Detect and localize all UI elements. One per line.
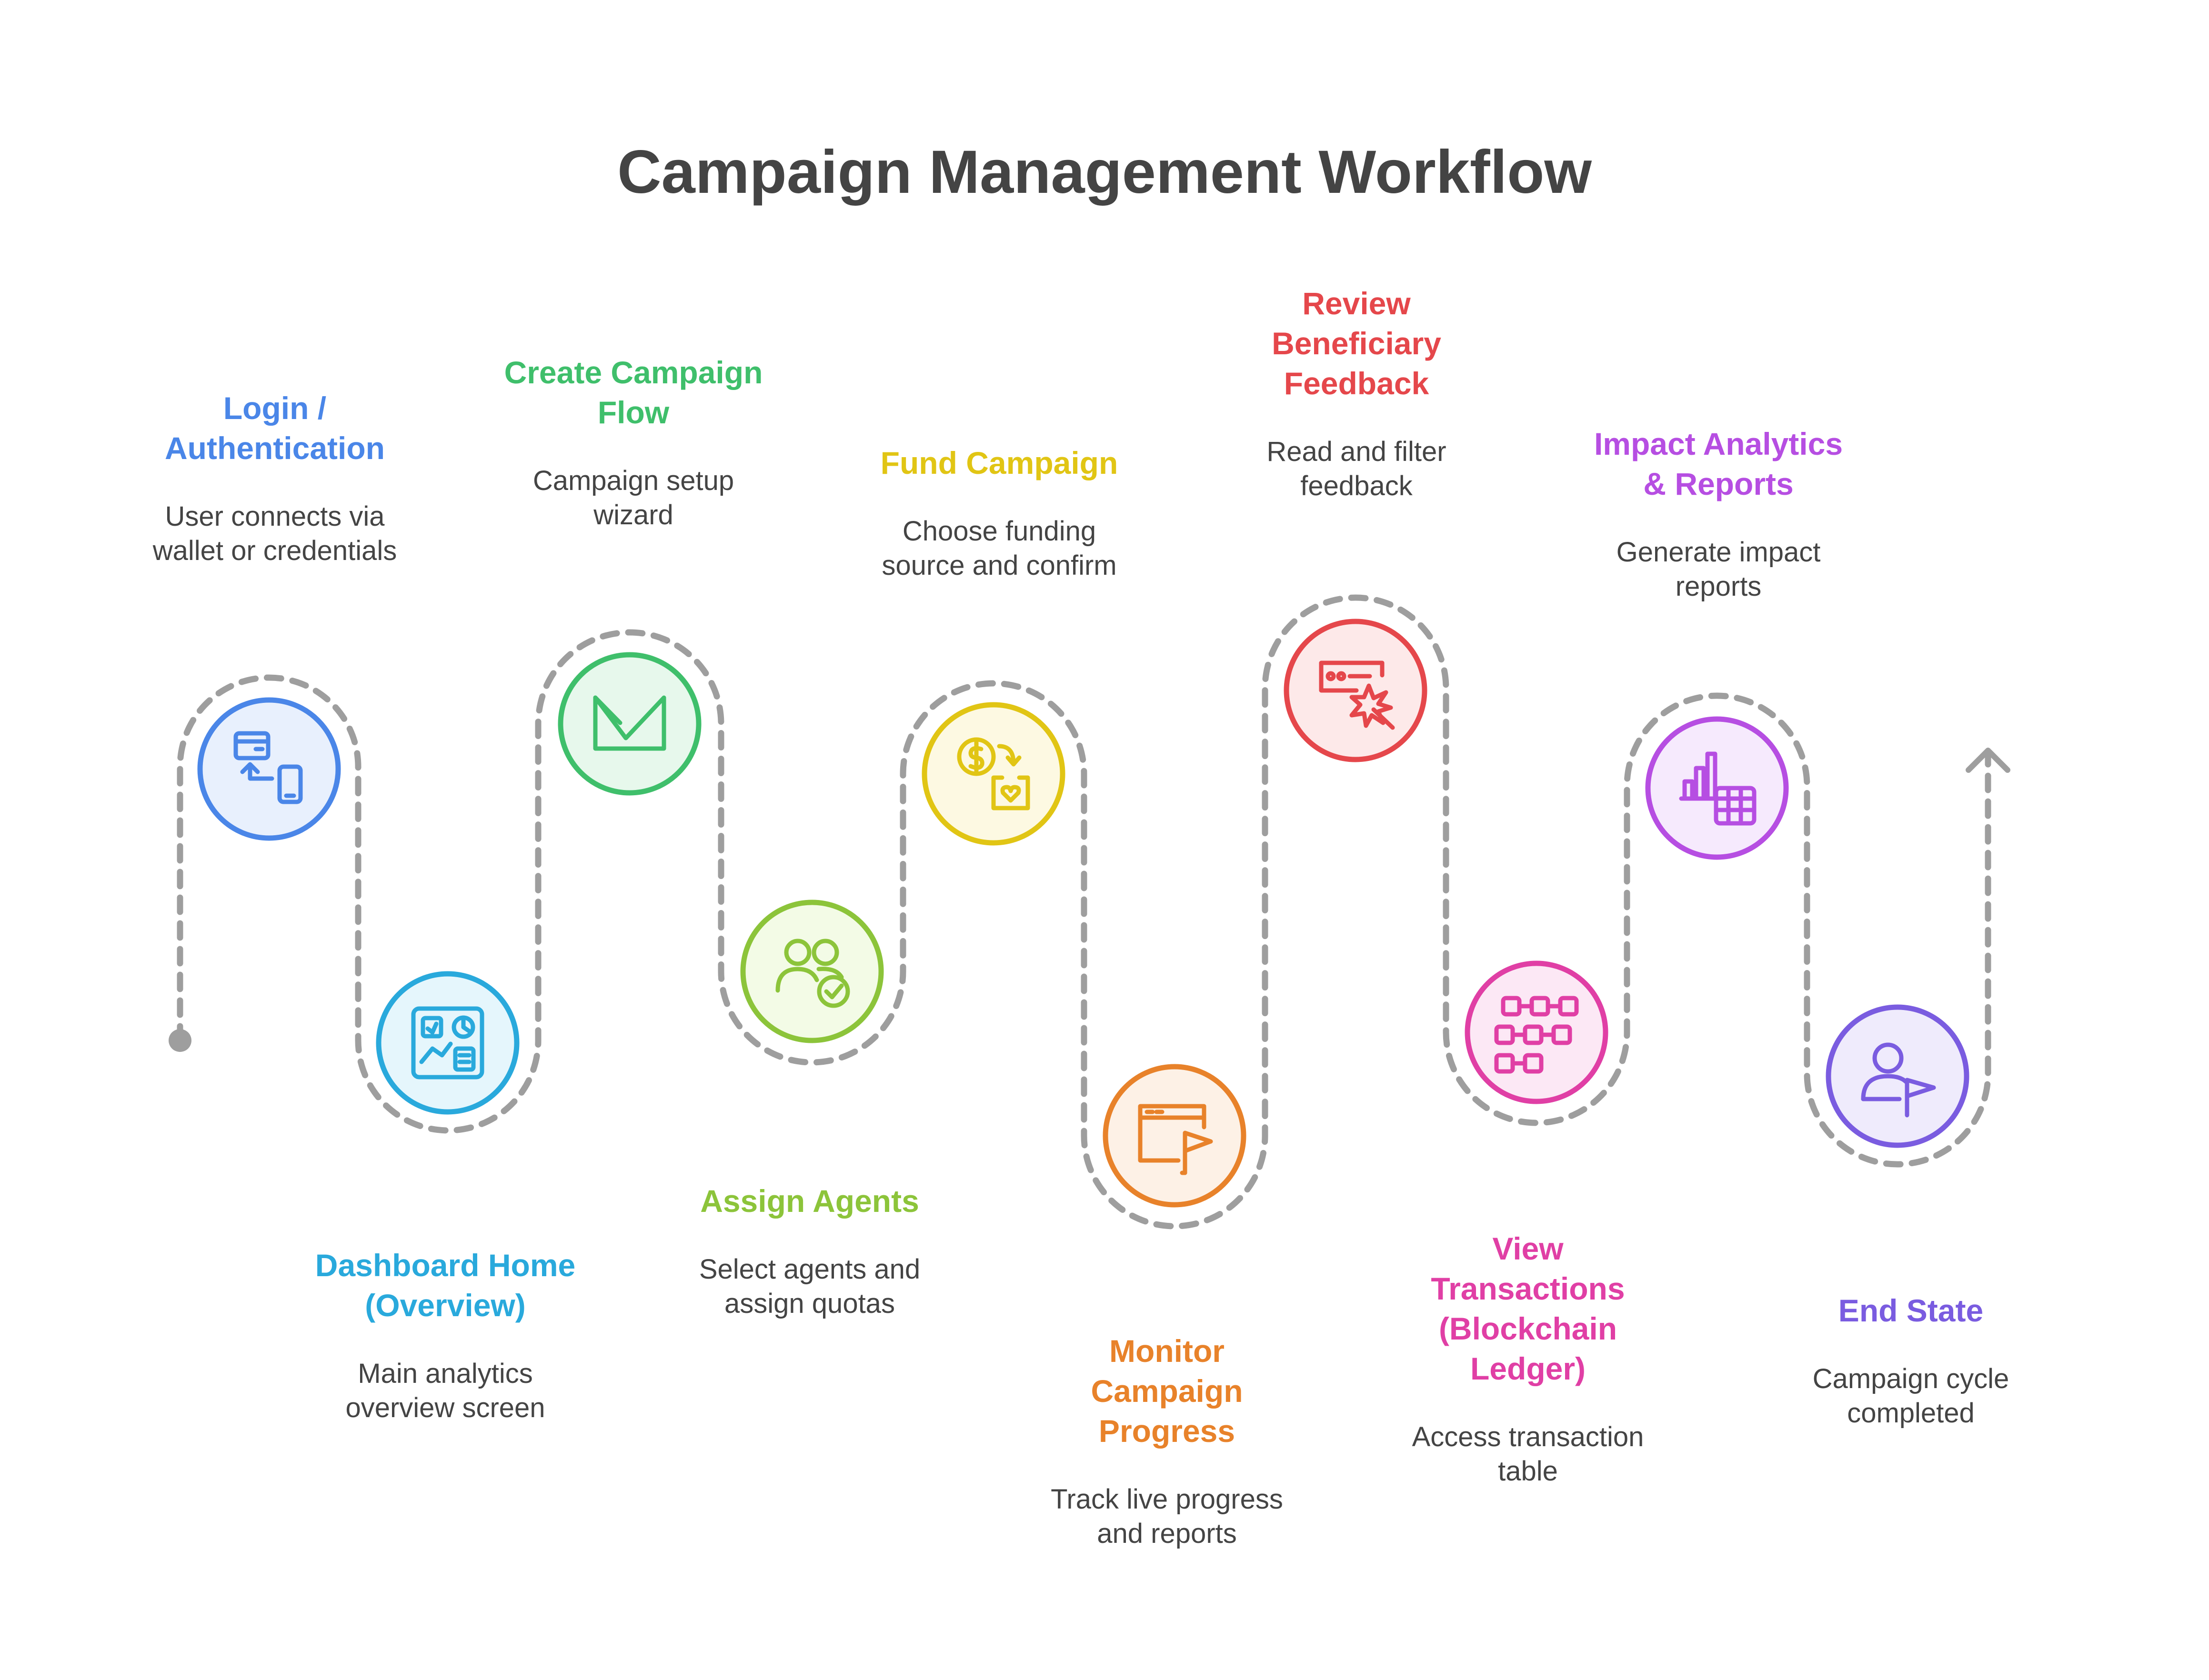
step-title: Create Campaign [504, 355, 763, 390]
step-description: wizard [593, 500, 673, 530]
step-title: Ledger) [1470, 1351, 1586, 1386]
workflow-path [177, 594, 1991, 1230]
step-title: Dashboard Home [315, 1248, 575, 1283]
step-monitor: Monitor Campaign Progress Track live progre… [1051, 1064, 1283, 1549]
step-description: assign quotas [724, 1288, 895, 1319]
users-check-icon [775, 939, 850, 1008]
step-description: Track live progress [1051, 1484, 1283, 1515]
dashboard-icon [411, 1006, 484, 1080]
step-create: Create Campaign Flow Campaign setup wizard [504, 355, 763, 796]
page-title: Campaign Management Workflow [617, 138, 1592, 206]
wallet-to-phone-icon [233, 731, 303, 804]
step-title: Fund Campaign [881, 445, 1118, 480]
step-title: Feedback [1284, 366, 1429, 401]
step-title: Flow [598, 395, 670, 430]
step-end: End State Campaign cycle completed [1813, 1004, 2009, 1429]
step-description: reports [1676, 571, 1762, 602]
step-analytics: Impact Analytics & Reports Generate impact… [1594, 426, 1843, 860]
step-circle [1103, 1064, 1246, 1208]
step-description: Select agents and [699, 1254, 920, 1285]
start-dot [169, 1029, 191, 1052]
step-circle [197, 697, 341, 841]
step-title: Authentication [165, 430, 385, 466]
step-description: wallet or credentials [152, 535, 397, 566]
step-title: Progress [1099, 1413, 1235, 1449]
campaign-flow-icon [593, 695, 666, 751]
step-description: Campaign setup [533, 465, 734, 496]
step-dashboard: Dashboard Home (Overview) Main analyticsov… [315, 971, 575, 1423]
step-title: (Blockchain [1439, 1311, 1617, 1346]
step-description: feedback [1300, 470, 1413, 501]
step-transactions: View Transactions (Blockchain Ledger) Access… [1412, 960, 1644, 1487]
step-title: Transactions [1431, 1271, 1625, 1306]
step-description: and reports [1097, 1518, 1236, 1549]
step-title: Review [1302, 286, 1411, 321]
step-title: Login / [223, 390, 326, 426]
step-description: table [1498, 1456, 1558, 1487]
step-title: & Reports [1643, 466, 1793, 501]
step-title: Campaign [1091, 1373, 1243, 1409]
step-description: Main analytics [358, 1358, 532, 1389]
step-title: Beneficiary [1272, 326, 1441, 361]
step-circle [376, 971, 520, 1115]
step-title: (Overview) [365, 1288, 525, 1323]
step-description: Generate impact [1617, 537, 1821, 568]
step-description: Access transaction [1412, 1421, 1644, 1452]
analytics-report-icon [1679, 751, 1757, 826]
end-arrow-icon [1966, 748, 2010, 773]
steps-layer: Login / Authentication User connects viawa… [152, 286, 2009, 1549]
step-description: completed [1847, 1398, 1975, 1429]
blockchain-icon [1494, 996, 1579, 1074]
browser-flag-icon [1138, 1104, 1213, 1175]
step-description: overview screen [345, 1392, 545, 1423]
coin-transfer-icon [957, 737, 1030, 810]
step-review: Review Beneficiary Feedback Read and filter… [1266, 286, 1446, 762]
step-description: Choose funding [903, 516, 1096, 547]
feedback-click-icon [1319, 660, 1395, 730]
step-title: Assign Agents [700, 1183, 919, 1219]
step-title: View [1492, 1231, 1564, 1266]
step-title: Monitor [1109, 1333, 1225, 1369]
step-description: Read and filter [1266, 436, 1446, 467]
step-circle [1465, 960, 1608, 1104]
step-title: End State [1838, 1293, 1983, 1328]
step-title: Impact Analytics [1594, 426, 1843, 461]
step-circle [922, 702, 1065, 846]
step-description: Campaign cycle [1813, 1363, 2009, 1394]
step-circle [558, 652, 702, 796]
user-flag-icon [1861, 1042, 1936, 1118]
step-description: source and confirm [882, 550, 1116, 581]
step-login: Login / Authentication User connects viawa… [152, 390, 397, 841]
step-description: User connects via [165, 501, 385, 532]
